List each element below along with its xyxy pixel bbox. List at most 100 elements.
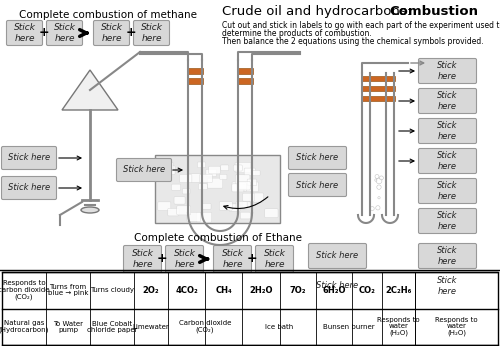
FancyBboxPatch shape [168,208,179,216]
Text: Complete combustion of methane: Complete combustion of methane [19,10,197,20]
Text: +: + [156,253,168,265]
FancyBboxPatch shape [220,202,232,210]
FancyBboxPatch shape [308,244,366,268]
Polygon shape [62,70,118,110]
FancyBboxPatch shape [240,212,250,219]
FancyBboxPatch shape [206,169,216,176]
Bar [361,86,395,91]
FancyBboxPatch shape [238,183,246,189]
FancyBboxPatch shape [94,20,130,46]
FancyBboxPatch shape [172,184,180,190]
FancyBboxPatch shape [288,146,346,170]
Text: +: + [246,253,258,265]
Text: +: + [38,27,50,39]
Text: Stick here: Stick here [296,154,339,163]
Text: Then balance the 2 equations using the chemical symbols provided.: Then balance the 2 equations using the c… [222,37,483,46]
FancyBboxPatch shape [238,182,250,190]
Text: Stick
here: Stick here [437,246,458,266]
FancyBboxPatch shape [160,162,173,171]
Bar [155,155,280,223]
Text: +: + [126,27,136,39]
FancyBboxPatch shape [200,174,212,183]
FancyBboxPatch shape [242,202,250,208]
FancyBboxPatch shape [244,182,258,192]
FancyBboxPatch shape [418,118,476,144]
Text: Stick
here: Stick here [222,249,244,269]
FancyBboxPatch shape [2,146,56,170]
Text: determine the products of combustion.: determine the products of combustion. [222,29,372,38]
Text: Combustion: Combustion [389,5,478,18]
Text: Responds to
water
(H₂O): Responds to water (H₂O) [377,317,420,337]
FancyBboxPatch shape [174,197,185,204]
FancyBboxPatch shape [252,170,260,176]
FancyBboxPatch shape [2,176,56,200]
Text: Stick here: Stick here [316,282,358,291]
Text: Natural gas
(Hydrocarbon): Natural gas (Hydrocarbon) [0,320,49,333]
FancyBboxPatch shape [232,182,246,191]
Text: Complete combustion of Ethane: Complete combustion of Ethane [134,233,302,243]
Circle shape [380,176,384,180]
FancyBboxPatch shape [214,246,252,273]
FancyBboxPatch shape [177,206,190,215]
Text: 7O₂: 7O₂ [290,286,306,295]
Text: Ice bath: Ice bath [265,324,293,330]
FancyBboxPatch shape [232,184,244,192]
Text: 6H₂O: 6H₂O [322,286,346,295]
FancyBboxPatch shape [288,173,346,197]
Text: 2O₂: 2O₂ [142,286,160,295]
Text: Stick
here: Stick here [437,61,458,81]
FancyBboxPatch shape [162,166,175,174]
FancyBboxPatch shape [250,193,264,202]
Circle shape [376,178,382,184]
Circle shape [377,185,381,189]
Bar [237,68,253,74]
Text: Stick here: Stick here [8,183,50,192]
FancyBboxPatch shape [234,165,242,171]
Ellipse shape [81,207,99,213]
FancyBboxPatch shape [418,58,476,83]
FancyBboxPatch shape [202,203,211,209]
Text: Stick here: Stick here [123,165,165,174]
Bar [187,68,203,74]
Text: Turns from
blue → pink: Turns from blue → pink [48,284,88,297]
FancyBboxPatch shape [6,20,43,46]
FancyBboxPatch shape [418,209,476,234]
Text: Stick here: Stick here [316,252,358,261]
Text: Stick
here: Stick here [437,211,458,231]
FancyBboxPatch shape [418,148,476,173]
Text: 4CO₂: 4CO₂ [175,286,198,295]
FancyBboxPatch shape [208,178,223,188]
FancyBboxPatch shape [236,201,247,209]
Circle shape [376,206,380,210]
Bar [2,272,498,345]
FancyBboxPatch shape [166,246,203,273]
Text: Crude oil and hydrocarbons:: Crude oil and hydrocarbons: [222,5,416,18]
Text: Responds to
water
(H₂O): Responds to water (H₂O) [435,317,478,337]
FancyBboxPatch shape [220,165,228,171]
Text: CO₂: CO₂ [358,286,376,295]
FancyBboxPatch shape [46,20,82,46]
Text: Stick
here: Stick here [437,181,458,201]
FancyBboxPatch shape [229,204,240,211]
FancyBboxPatch shape [308,273,366,299]
Bar [361,96,395,101]
Circle shape [375,179,377,181]
FancyBboxPatch shape [264,209,278,218]
FancyBboxPatch shape [418,179,476,203]
FancyBboxPatch shape [124,246,162,273]
FancyBboxPatch shape [256,246,294,273]
FancyBboxPatch shape [158,202,171,210]
FancyBboxPatch shape [418,244,476,268]
Bar [187,78,203,84]
FancyBboxPatch shape [134,20,170,46]
Text: Stick
here: Stick here [264,249,285,269]
Text: Stick
here: Stick here [54,23,76,43]
Circle shape [375,174,379,179]
FancyBboxPatch shape [247,179,256,186]
FancyBboxPatch shape [236,175,250,184]
FancyBboxPatch shape [242,193,254,201]
Bar [237,78,253,84]
Bar [361,76,395,81]
Text: Limewater: Limewater [132,324,170,330]
FancyBboxPatch shape [220,174,227,180]
